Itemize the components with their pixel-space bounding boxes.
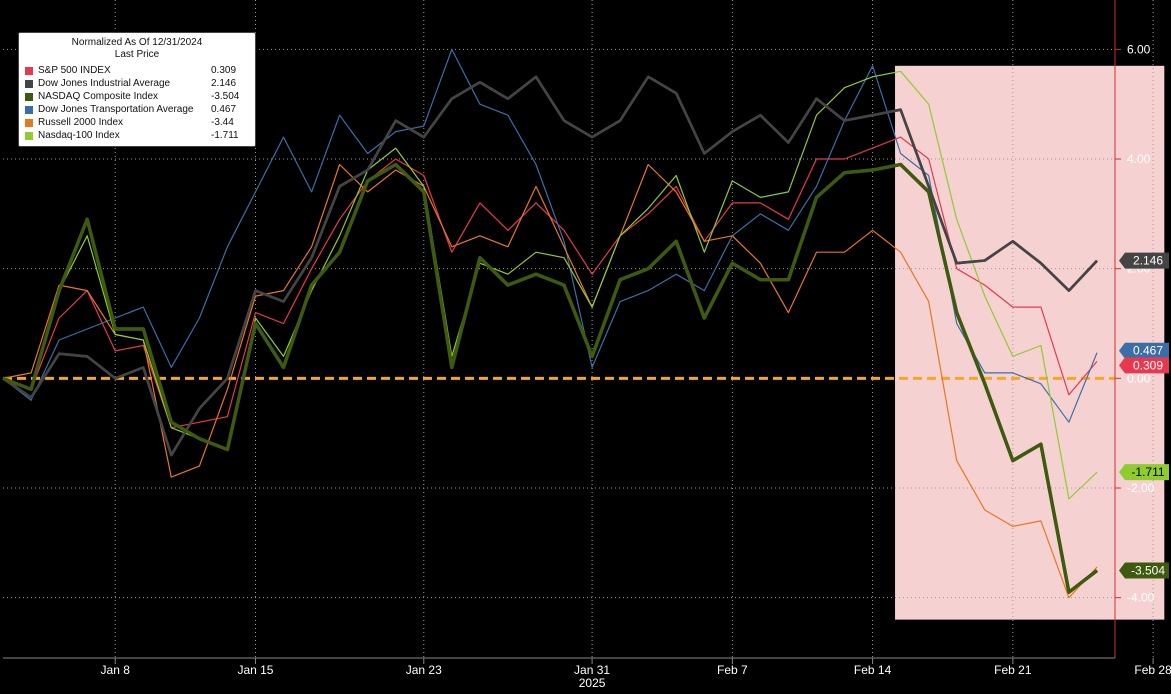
legend-series-name: Dow Jones Transportation Average	[38, 104, 194, 115]
x-tick-label: Jan 31	[574, 663, 610, 677]
legend-entry: Dow Jones Transportation Average 0.467	[25, 103, 249, 116]
legend-entry: Dow Jones Industrial Average 2.146	[25, 77, 249, 90]
legend: Normalized As Of 12/31/2024 Last Price S…	[18, 32, 256, 147]
x-tick-label: Feb 7	[717, 663, 748, 677]
value-tag-label-0: 0.309	[1133, 358, 1163, 372]
x-tick-label: Feb 28	[1134, 663, 1171, 677]
legend-entry: Nasdaq-100 Index -1.711	[25, 129, 249, 142]
legend-series-name: Dow Jones Industrial Average	[38, 78, 171, 89]
legend-series-name: Nasdaq-100 Index	[38, 130, 120, 141]
y-tick-label: -4.00	[1127, 591, 1155, 605]
value-tag-label-2: -3.504	[1131, 563, 1165, 577]
legend-series-value: -3.504	[211, 91, 240, 102]
x-tick-label: Feb 21	[994, 663, 1032, 677]
value-tag-5	[1119, 464, 1169, 481]
highlight-region	[895, 65, 1165, 620]
legend-series-value: -1.711	[211, 130, 239, 141]
value-tag-label-3: 0.467	[1133, 344, 1163, 358]
y-tick-label: 6.00	[1127, 42, 1151, 56]
year-label: 2025	[579, 676, 606, 689]
legend-subtitle: Last Price	[114, 49, 160, 60]
legend-series-value: -3.44	[211, 117, 234, 128]
legend-series-name: Russell 2000 Index	[38, 117, 124, 128]
legend-entry: Russell 2000 Index -3.44	[25, 116, 249, 129]
legend-swatch	[25, 92, 33, 101]
value-tag-3	[1119, 342, 1169, 359]
value-tag-1	[1119, 252, 1169, 269]
legend-title: Normalized As Of 12/31/2024	[71, 37, 203, 48]
series-line-4	[2, 163, 1098, 599]
value-tag-0	[1119, 357, 1169, 374]
x-tick-label: Feb 14	[854, 663, 892, 677]
y-tick-label: 0.00	[1127, 371, 1151, 385]
y-tick-label: 4.00	[1127, 152, 1151, 166]
series-line-3	[2, 48, 1098, 423]
legend-series-value: 2.146	[211, 78, 237, 89]
legend-swatch	[25, 66, 33, 75]
x-tick-label: Jan 23	[406, 663, 442, 677]
series-line-top-2	[2, 162, 1099, 594]
legend-swatch	[25, 118, 33, 127]
legend-entry: S&P 500 INDEX 0.309	[25, 64, 249, 77]
x-tick-label: Jan 8	[101, 663, 131, 677]
legend-series-value: 0.467	[211, 104, 237, 115]
legend-swatch	[25, 105, 33, 114]
legend-rows: S&P 500 INDEX 0.309 Dow Jones Industrial A…	[25, 64, 249, 142]
x-tick-label: Jan 15	[237, 663, 273, 677]
legend-entry: NASDAQ Composite Index -3.504	[25, 90, 249, 103]
legend-series-name: S&P 500 INDEX	[38, 65, 111, 76]
legend-swatch	[25, 79, 33, 88]
legend-series-name: NASDAQ Composite Index	[38, 91, 159, 102]
value-tag-label-1: 2.146	[1133, 254, 1163, 268]
y-tick-label: -2.00	[1127, 481, 1155, 495]
legend-series-value: 0.309	[211, 65, 237, 76]
value-tag-2	[1119, 562, 1169, 579]
value-tag-label-5: -1.711	[1131, 465, 1164, 479]
legend-swatch	[25, 131, 33, 140]
